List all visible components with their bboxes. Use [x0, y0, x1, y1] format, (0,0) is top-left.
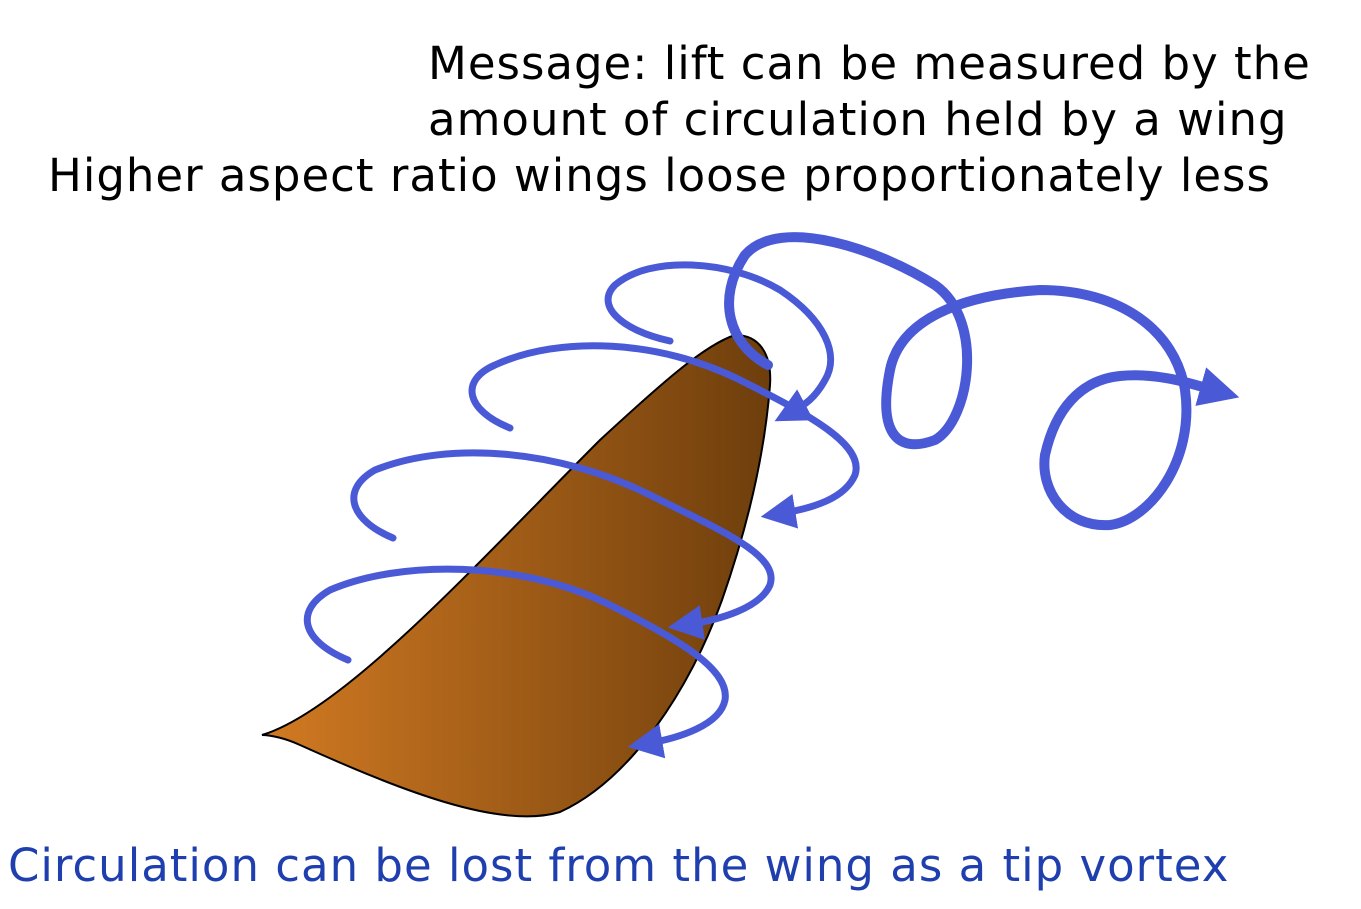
tip-vortex-spiral [724, 232, 1240, 531]
message-line-2: amount of circulation held by a wing [428, 93, 1288, 146]
circulation-loop-4 [604, 261, 835, 422]
circulation-loop-2 [350, 449, 775, 640]
message-line-1: Message: lift can be measured by the [428, 37, 1311, 90]
circulation-loop-3 [468, 342, 860, 529]
circulation-loop-1 [303, 565, 729, 759]
message-line-3: Higher aspect ratio wings loose proporti… [48, 149, 1271, 202]
caption: Circulation can be lost from the wing as… [8, 839, 1230, 892]
